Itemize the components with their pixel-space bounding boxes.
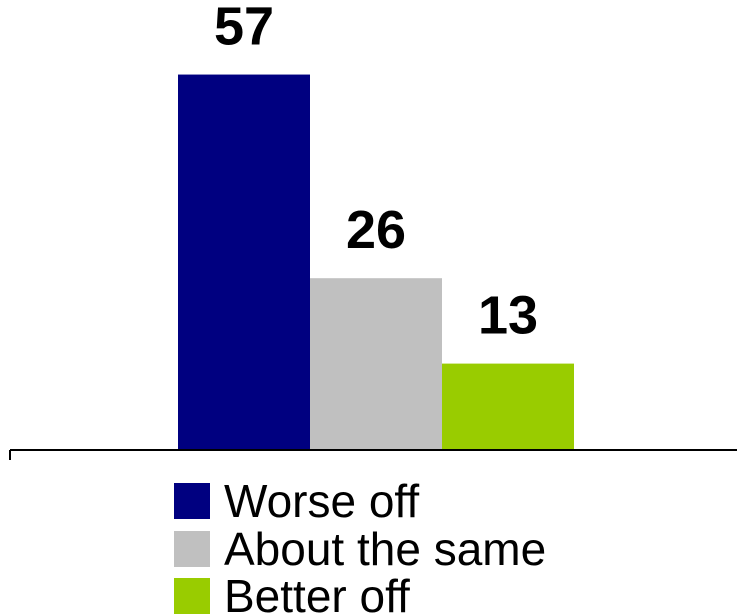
bar-about-the-same	[310, 278, 442, 449]
legend-swatch-better-off	[174, 578, 210, 614]
bar-worse-off	[178, 74, 310, 450]
legend-label-about-the-same: About the same	[224, 523, 546, 575]
bar-better-off	[442, 363, 574, 449]
legend-swatch-worse-off	[174, 483, 210, 519]
legend: Worse off About the same Better off	[174, 475, 546, 616]
legend-swatch-about-the-same	[174, 531, 210, 567]
legend-label-worse-off: Worse off	[224, 475, 419, 527]
data-label-about-the-same: 26	[346, 200, 406, 260]
bars-layer	[178, 74, 574, 450]
legend-label-better-off: Better off	[224, 570, 410, 616]
data-labels-layer: 57 26 13	[214, 0, 538, 346]
data-label-better-off: 13	[478, 286, 538, 346]
data-label-worse-off: 57	[214, 0, 274, 57]
